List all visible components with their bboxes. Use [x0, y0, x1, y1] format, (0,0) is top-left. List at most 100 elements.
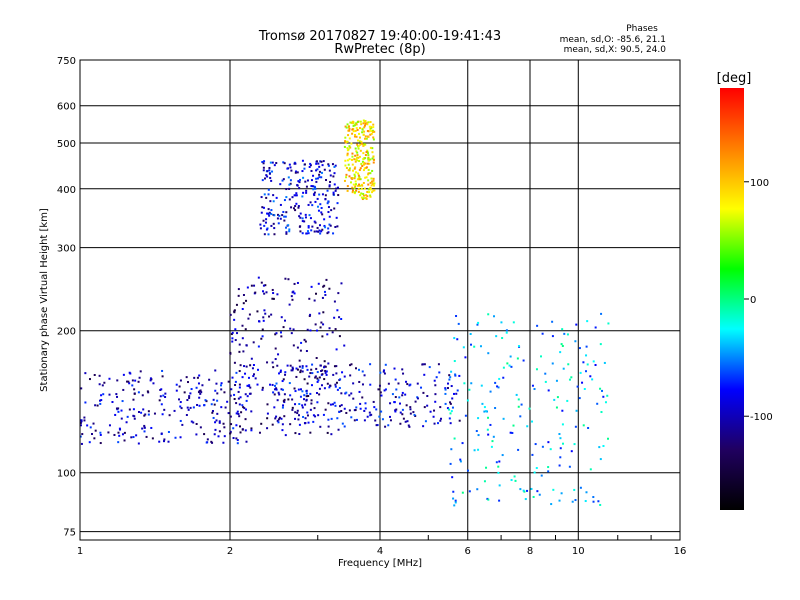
data-point	[196, 403, 199, 406]
data-point	[602, 444, 605, 447]
data-point	[318, 312, 321, 315]
data-point	[566, 333, 569, 336]
data-point	[275, 332, 278, 335]
data-point	[383, 389, 386, 392]
data-point	[250, 410, 253, 413]
data-point	[355, 189, 358, 192]
data-point	[332, 175, 335, 178]
data-point	[187, 381, 190, 384]
data-point	[249, 386, 252, 389]
data-point	[596, 402, 599, 405]
data-point	[121, 400, 124, 403]
data-point	[372, 161, 375, 164]
data-point	[233, 309, 236, 312]
data-point	[133, 417, 136, 420]
data-point	[387, 424, 390, 427]
data-point	[261, 335, 264, 338]
data-point	[144, 413, 147, 416]
data-point	[301, 232, 304, 235]
data-point	[271, 361, 274, 364]
data-point	[361, 396, 364, 399]
data-point	[179, 436, 182, 439]
data-point	[555, 406, 558, 409]
data-point	[598, 446, 601, 449]
data-point	[574, 340, 577, 343]
data-point	[599, 458, 602, 461]
data-point	[298, 433, 301, 436]
data-point	[271, 423, 274, 426]
data-point	[570, 450, 573, 453]
data-point	[437, 363, 440, 366]
data-point	[309, 162, 312, 165]
data-point	[356, 154, 359, 157]
data-point	[320, 211, 323, 214]
data-point	[354, 160, 357, 163]
data-point	[358, 380, 361, 383]
data-point	[321, 164, 324, 167]
data-point	[242, 293, 245, 296]
data-point	[175, 389, 178, 392]
data-points	[79, 119, 610, 507]
data-point	[89, 426, 92, 429]
data-point	[327, 418, 330, 421]
data-point	[233, 361, 236, 364]
data-point	[279, 217, 282, 220]
data-point	[578, 397, 581, 400]
data-point	[355, 406, 358, 409]
data-point	[452, 392, 455, 395]
data-point	[313, 299, 316, 302]
data-point	[328, 169, 331, 172]
data-point	[438, 371, 441, 374]
x-tick-label: 16	[674, 546, 687, 557]
data-point	[245, 299, 248, 302]
data-point	[161, 369, 164, 372]
data-point	[362, 144, 365, 147]
data-point	[324, 197, 327, 200]
data-point	[395, 408, 398, 411]
data-point	[324, 293, 327, 296]
data-point	[348, 127, 351, 130]
data-point	[305, 399, 308, 402]
data-point	[602, 395, 605, 398]
data-point	[183, 391, 186, 394]
data-point	[314, 323, 317, 326]
data-point	[517, 398, 520, 401]
data-point	[223, 391, 226, 394]
data-point	[348, 137, 351, 140]
data-point	[360, 187, 363, 190]
data-point	[366, 149, 369, 152]
data-point	[239, 396, 242, 399]
data-point	[284, 215, 287, 218]
data-point	[266, 412, 269, 415]
data-point	[277, 213, 280, 216]
data-point	[324, 226, 327, 229]
data-point	[261, 160, 264, 163]
data-point	[199, 389, 202, 392]
data-point	[321, 213, 324, 216]
data-point	[455, 315, 458, 318]
data-point	[346, 154, 349, 157]
data-point	[584, 500, 587, 503]
data-point	[340, 282, 343, 285]
data-point	[238, 370, 241, 373]
data-point	[316, 226, 319, 229]
data-point	[319, 425, 322, 428]
data-point	[282, 400, 285, 403]
data-point	[141, 427, 144, 430]
data-point	[140, 411, 143, 414]
data-point	[338, 405, 341, 408]
data-point	[301, 404, 304, 407]
data-point	[579, 371, 582, 374]
data-point	[137, 380, 140, 383]
data-point	[278, 416, 281, 419]
data-point	[353, 192, 356, 195]
data-point	[318, 176, 321, 179]
data-point	[345, 176, 348, 179]
data-point	[318, 193, 321, 196]
data-point	[343, 344, 346, 347]
data-point	[331, 331, 334, 334]
data-point	[423, 406, 426, 409]
data-point	[540, 355, 543, 358]
data-point	[295, 202, 298, 205]
